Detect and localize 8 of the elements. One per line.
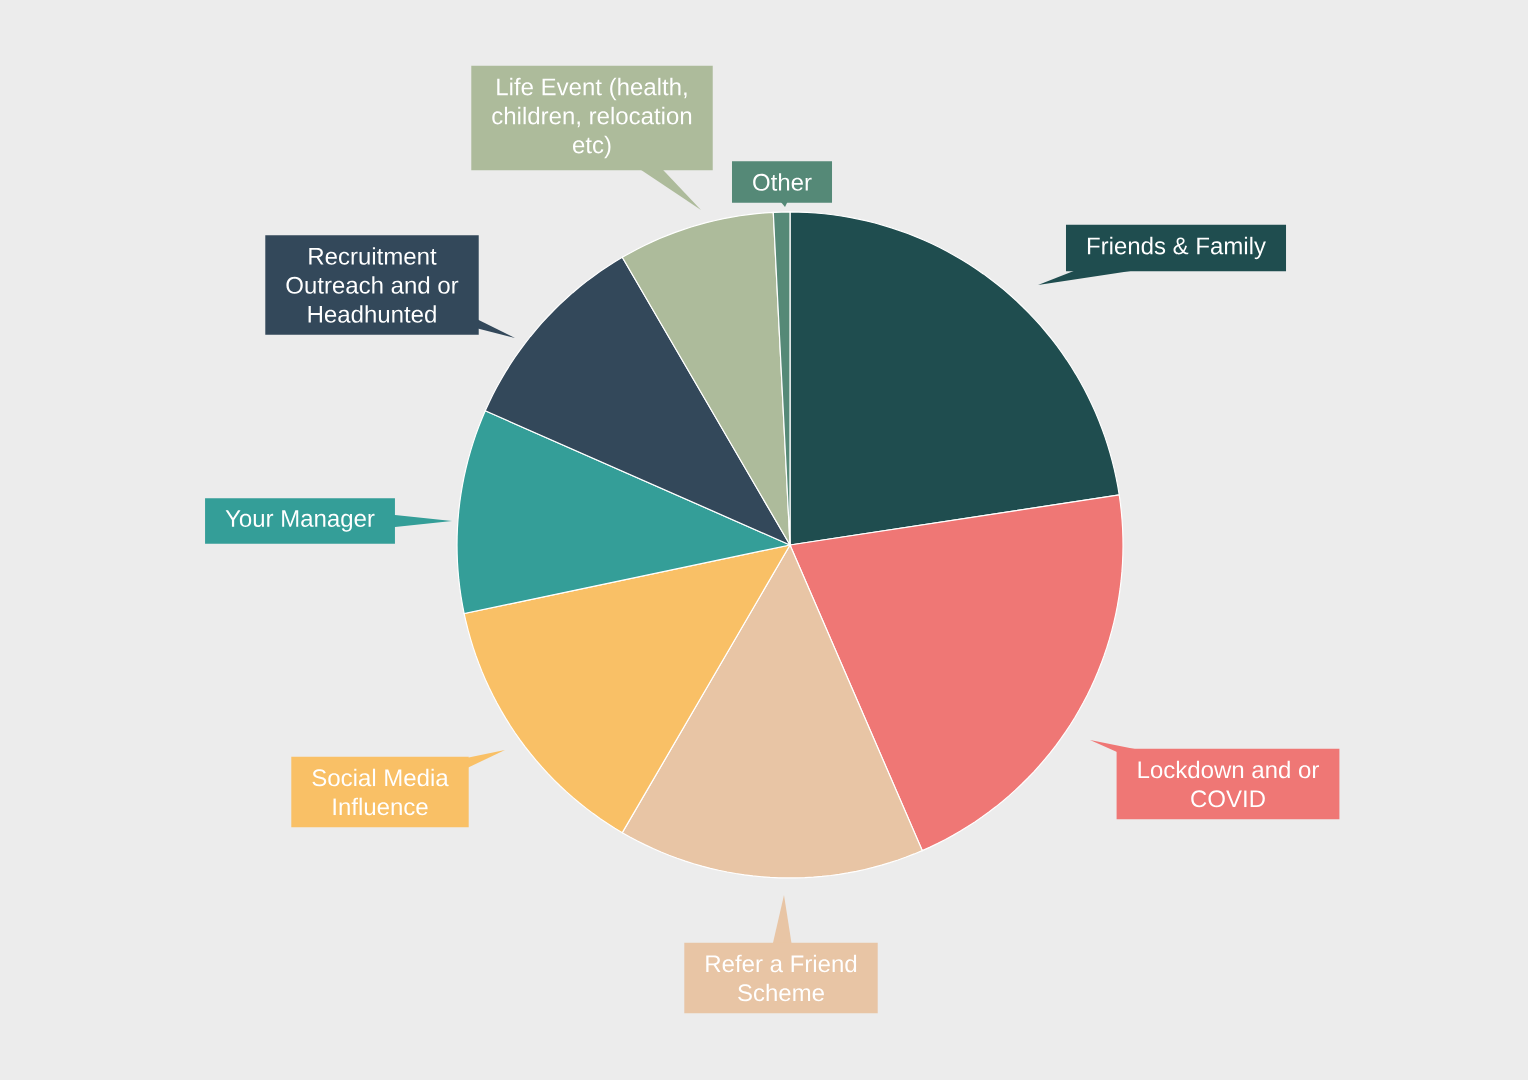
slice-label: Your Manager — [225, 510, 375, 532]
slice-label: Recruitment Outreach and or Headhunted — [286, 247, 459, 323]
slice-label: Life Event (health, children, relocation etc) — [492, 77, 692, 159]
slice-label: Refer a Friend Scheme — [706, 954, 857, 1002]
slice-label: Social Media Influence — [312, 768, 449, 816]
slice-label: Friends & Family — [1087, 236, 1266, 260]
slice-label: Lockdown and or COVID — [1138, 760, 1319, 808]
slice-label: Other — [753, 173, 812, 191]
